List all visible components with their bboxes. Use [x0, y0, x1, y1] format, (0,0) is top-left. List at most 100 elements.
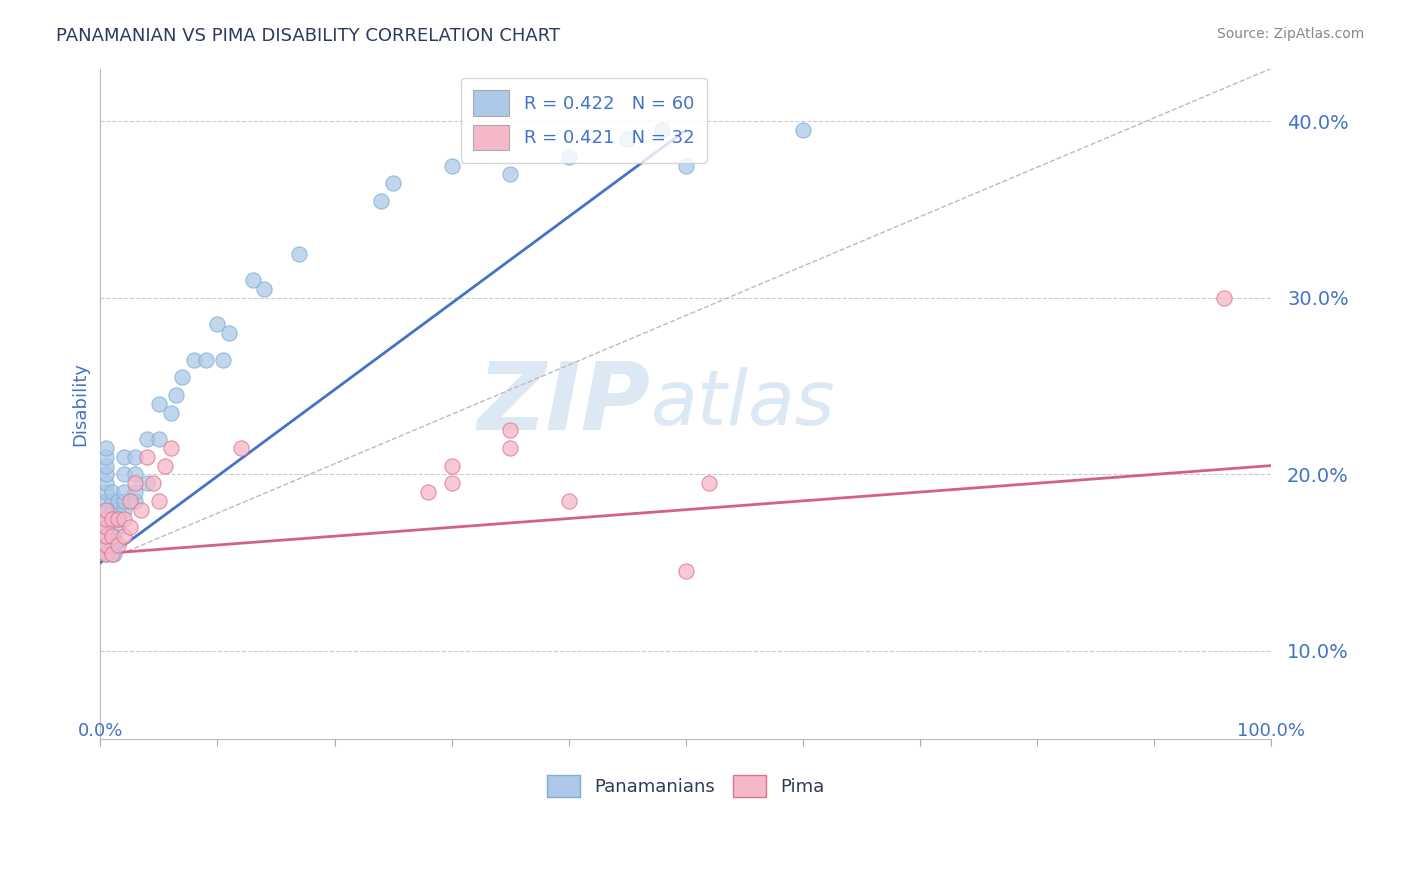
Point	[96, 458, 118, 473]
Point	[96, 529, 118, 543]
Point	[159, 441, 181, 455]
Point	[107, 511, 129, 525]
Legend: Panamanians, Pima: Panamanians, Pima	[540, 767, 831, 804]
Point	[96, 476, 118, 491]
Point	[440, 458, 463, 473]
Point	[697, 476, 720, 491]
Point	[96, 547, 118, 561]
Point	[101, 538, 124, 552]
Point	[148, 397, 170, 411]
Point	[118, 494, 141, 508]
Point	[792, 123, 814, 137]
Point	[118, 520, 141, 534]
Point	[183, 352, 205, 367]
Point	[103, 529, 125, 543]
Point	[142, 476, 165, 491]
Point	[440, 476, 463, 491]
Point	[207, 318, 229, 332]
Point	[101, 547, 124, 561]
Point	[288, 247, 311, 261]
Point	[96, 467, 118, 482]
Point	[675, 159, 697, 173]
Point	[112, 529, 135, 543]
Point	[499, 441, 522, 455]
Point	[96, 502, 118, 516]
Point	[124, 467, 146, 482]
Point	[96, 538, 118, 552]
Point	[440, 159, 463, 173]
Point	[616, 132, 638, 146]
Point	[112, 511, 135, 525]
Point	[101, 485, 124, 500]
Text: atlas: atlas	[651, 367, 835, 441]
Point	[212, 352, 235, 367]
Point	[101, 547, 124, 561]
Point	[101, 494, 124, 508]
Point	[96, 520, 118, 534]
Point	[153, 458, 176, 473]
Y-axis label: Disability: Disability	[72, 362, 89, 446]
Point	[112, 485, 135, 500]
Point	[96, 511, 118, 525]
Point	[124, 450, 146, 464]
Point	[675, 565, 697, 579]
Point	[136, 476, 159, 491]
Point	[96, 538, 118, 552]
Point	[96, 511, 118, 525]
Point	[103, 547, 125, 561]
Point	[101, 511, 124, 525]
Point	[124, 494, 146, 508]
Point	[112, 502, 135, 516]
Point	[96, 502, 118, 516]
Point	[557, 150, 579, 164]
Point	[107, 538, 129, 552]
Point	[124, 476, 146, 491]
Point	[96, 494, 118, 508]
Point	[107, 520, 129, 534]
Point	[96, 547, 118, 561]
Point	[101, 529, 124, 543]
Point	[136, 450, 159, 464]
Point	[112, 467, 135, 482]
Point	[96, 520, 118, 534]
Point	[1213, 291, 1236, 305]
Point	[148, 432, 170, 446]
Point	[101, 502, 124, 516]
Point	[96, 441, 118, 455]
Point	[499, 168, 522, 182]
Point	[242, 273, 264, 287]
Point	[172, 370, 194, 384]
Point	[112, 494, 135, 508]
Point	[194, 352, 217, 367]
Text: 0.0%: 0.0%	[77, 723, 124, 740]
Point	[107, 494, 129, 508]
Point	[101, 529, 124, 543]
Point	[253, 282, 276, 296]
Point	[96, 529, 118, 543]
Point	[499, 423, 522, 437]
Point	[107, 511, 129, 525]
Text: PANAMANIAN VS PIMA DISABILITY CORRELATION CHART: PANAMANIAN VS PIMA DISABILITY CORRELATIO…	[56, 27, 561, 45]
Point	[136, 432, 159, 446]
Point	[96, 485, 118, 500]
Point	[418, 485, 440, 500]
Point	[557, 494, 579, 508]
Point	[112, 450, 135, 464]
Point	[96, 450, 118, 464]
Point	[148, 494, 170, 508]
Point	[218, 326, 240, 341]
Point	[229, 441, 252, 455]
Point	[131, 502, 153, 516]
Text: ZIP: ZIP	[478, 358, 651, 450]
Text: Source: ZipAtlas.com: Source: ZipAtlas.com	[1216, 27, 1364, 41]
Point	[165, 388, 187, 402]
Point	[107, 502, 129, 516]
Point	[101, 511, 124, 525]
Point	[370, 194, 392, 208]
Point	[651, 123, 673, 137]
Point	[159, 406, 181, 420]
Point	[103, 538, 125, 552]
Point	[124, 485, 146, 500]
Text: 100.0%: 100.0%	[1237, 723, 1305, 740]
Point	[382, 176, 405, 190]
